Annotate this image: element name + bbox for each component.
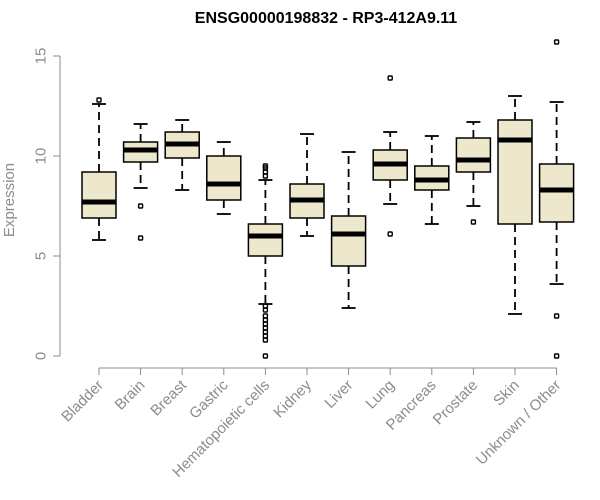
y-tick-label: 15 — [32, 48, 49, 65]
outlier-point — [262, 163, 269, 169]
iqr-box — [247, 223, 284, 257]
box-unknown-other — [538, 39, 575, 359]
outlier-point — [137, 203, 144, 209]
box-bladder — [81, 97, 117, 241]
y-tick-label: 10 — [32, 148, 49, 165]
x-tick-label: Lung — [362, 377, 398, 413]
chart-title: ENSG00000198832 - RP3-412A9.11 — [195, 10, 458, 27]
outlier-point — [262, 307, 269, 313]
outlier-point — [96, 97, 102, 103]
boxes-group — [81, 39, 575, 359]
x-tick-label: Breast — [147, 376, 190, 419]
iqr-box — [81, 171, 117, 219]
iqr-box — [330, 215, 367, 267]
x-tick-label: Kidney — [270, 376, 315, 421]
x-tick-label: Skin — [490, 377, 523, 410]
box-prostate — [455, 121, 492, 225]
y-tick-label: 5 — [32, 252, 49, 260]
box-pancreas — [414, 135, 450, 225]
x-tick-label: Brain — [112, 377, 149, 414]
outlier-point — [553, 353, 560, 359]
y-axis-label: Expression — [1, 163, 18, 237]
outlier-point — [470, 219, 477, 225]
x-tick-label: Bladder — [58, 377, 107, 426]
box-liver — [330, 151, 367, 309]
outlier-point — [553, 313, 560, 319]
iqr-box — [538, 163, 575, 223]
iqr-box — [497, 119, 533, 225]
box-skin — [497, 95, 533, 315]
outlier-point — [387, 231, 393, 237]
box-gastric — [206, 141, 242, 215]
outlier-point — [553, 39, 560, 45]
iqr-box — [206, 155, 242, 201]
y-axis: 0 5 10 15 — [32, 48, 61, 360]
box-kidney — [289, 133, 325, 237]
x-tick-label: Liver — [321, 377, 356, 412]
outlier-point — [262, 353, 269, 359]
box-lung — [372, 75, 408, 237]
y-tick-label: 0 — [32, 352, 49, 360]
outlier-point — [387, 75, 393, 81]
outlier-point — [262, 337, 269, 343]
iqr-box — [455, 137, 492, 173]
x-tick-label: Prostate — [430, 377, 482, 429]
box-breast — [164, 119, 200, 191]
outlier-point — [137, 235, 144, 241]
box-hematopoietic-cells — [247, 163, 284, 359]
box-brain — [122, 123, 159, 241]
